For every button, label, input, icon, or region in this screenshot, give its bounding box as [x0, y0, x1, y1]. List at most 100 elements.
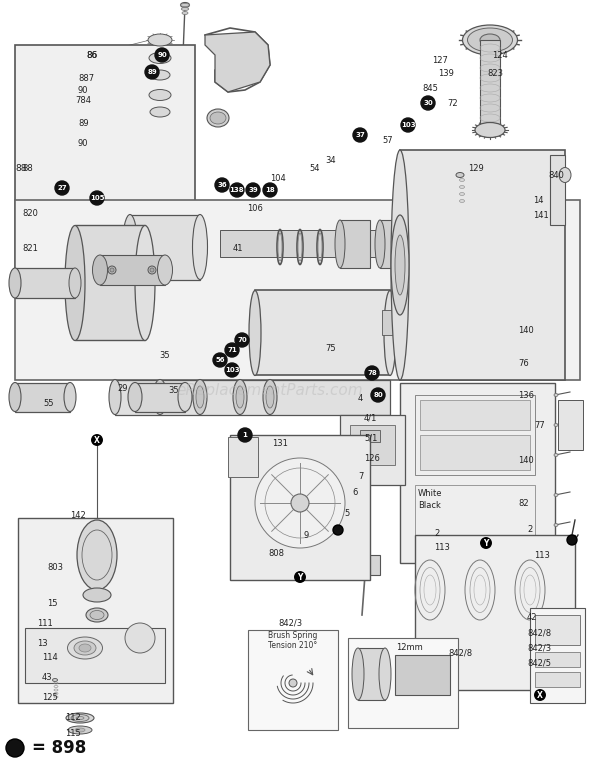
Ellipse shape — [71, 715, 89, 721]
Text: 887: 887 — [78, 73, 94, 83]
Text: 35: 35 — [159, 350, 170, 360]
Circle shape — [353, 128, 367, 142]
Bar — [230, 435, 370, 580]
Ellipse shape — [207, 109, 229, 127]
Bar — [535, 652, 580, 667]
Circle shape — [246, 183, 260, 197]
Text: 2: 2 — [527, 526, 532, 535]
Text: 6: 6 — [352, 487, 358, 496]
Text: 54: 54 — [309, 164, 320, 172]
Text: 43: 43 — [42, 673, 53, 682]
Ellipse shape — [9, 268, 21, 298]
Text: 89: 89 — [78, 119, 88, 128]
Ellipse shape — [182, 11, 188, 15]
Text: 71: 71 — [227, 347, 237, 353]
Ellipse shape — [53, 679, 57, 682]
Ellipse shape — [554, 393, 558, 396]
Text: 72: 72 — [447, 99, 458, 108]
Bar — [415, 485, 535, 545]
Ellipse shape — [83, 588, 111, 602]
Text: 803: 803 — [47, 564, 63, 572]
Ellipse shape — [181, 4, 189, 6]
Polygon shape — [395, 655, 450, 695]
Circle shape — [421, 96, 435, 110]
Ellipse shape — [255, 458, 345, 548]
Ellipse shape — [467, 28, 513, 52]
Text: 4/1: 4/1 — [364, 414, 378, 422]
Text: 90: 90 — [78, 86, 88, 95]
Ellipse shape — [128, 382, 142, 412]
Circle shape — [371, 388, 385, 402]
Ellipse shape — [475, 122, 505, 138]
Text: 9: 9 — [304, 530, 309, 539]
Circle shape — [263, 183, 277, 197]
Text: Brush Spring: Brush Spring — [268, 631, 317, 640]
Text: 115: 115 — [65, 728, 81, 737]
Ellipse shape — [158, 255, 172, 285]
Text: 88: 88 — [15, 164, 27, 172]
Circle shape — [230, 183, 244, 197]
Polygon shape — [15, 200, 580, 380]
Text: 70: 70 — [237, 337, 247, 343]
Ellipse shape — [554, 424, 558, 427]
Text: 842/3: 842/3 — [527, 643, 551, 653]
Bar — [382, 310, 394, 335]
Text: 90: 90 — [78, 138, 88, 148]
Ellipse shape — [384, 291, 396, 376]
Ellipse shape — [391, 150, 409, 380]
Text: Y: Y — [483, 539, 489, 548]
Ellipse shape — [196, 386, 204, 408]
Text: 75: 75 — [325, 343, 336, 353]
Text: 842/5: 842/5 — [527, 659, 551, 668]
Text: 113: 113 — [534, 551, 550, 559]
Text: 820: 820 — [22, 209, 38, 217]
Text: 142: 142 — [70, 510, 86, 519]
Bar — [248, 630, 338, 730]
Ellipse shape — [554, 454, 558, 457]
Text: 808: 808 — [268, 549, 284, 558]
Ellipse shape — [375, 220, 385, 268]
Ellipse shape — [150, 70, 170, 80]
Text: Black: Black — [418, 500, 441, 509]
Ellipse shape — [289, 679, 297, 687]
Text: 106: 106 — [247, 203, 263, 213]
Ellipse shape — [149, 90, 171, 100]
Text: 56: 56 — [215, 357, 225, 363]
Polygon shape — [400, 150, 565, 380]
Bar — [18, 518, 173, 703]
Circle shape — [225, 343, 239, 357]
Text: 140: 140 — [518, 455, 534, 464]
Ellipse shape — [135, 226, 155, 340]
Ellipse shape — [480, 34, 500, 46]
Text: 113: 113 — [434, 543, 450, 552]
Text: 845: 845 — [422, 83, 438, 93]
Ellipse shape — [463, 25, 517, 55]
Bar — [420, 400, 530, 430]
Ellipse shape — [192, 214, 208, 279]
Circle shape — [90, 191, 104, 205]
Text: 89: 89 — [147, 69, 157, 75]
Ellipse shape — [77, 520, 117, 590]
Text: 90: 90 — [157, 52, 167, 58]
Polygon shape — [340, 220, 370, 268]
Ellipse shape — [291, 494, 309, 512]
Text: 37: 37 — [355, 132, 365, 138]
Ellipse shape — [150, 268, 154, 272]
Ellipse shape — [379, 648, 391, 700]
Bar — [420, 435, 530, 470]
Ellipse shape — [67, 637, 103, 659]
Ellipse shape — [150, 107, 170, 117]
Ellipse shape — [554, 554, 558, 556]
Polygon shape — [115, 380, 390, 415]
Ellipse shape — [210, 112, 226, 124]
Text: 27: 27 — [57, 185, 67, 191]
Ellipse shape — [66, 713, 94, 723]
Ellipse shape — [193, 379, 207, 415]
Circle shape — [155, 48, 169, 62]
Circle shape — [333, 525, 343, 535]
Ellipse shape — [108, 266, 116, 274]
Ellipse shape — [79, 644, 91, 652]
Polygon shape — [130, 215, 200, 280]
Circle shape — [225, 363, 239, 377]
Circle shape — [145, 65, 159, 79]
